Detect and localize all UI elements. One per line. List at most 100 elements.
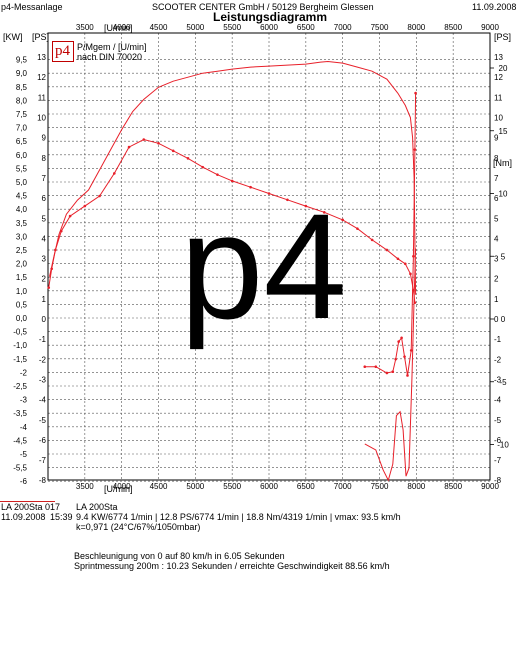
kw-tick-label: 8,5 [16,83,28,92]
kw-tick-label: -3 [20,396,28,405]
x-tick-label-top: 9000 [481,23,499,32]
kw-tick-label: -3,5 [13,409,27,418]
series-marker-1 [249,185,252,189]
ps-tick-label-right: -2 [494,355,502,364]
series-marker-1 [304,204,308,208]
series-marker-1 [201,165,204,169]
ps-tick-label-left: 10 [37,114,46,123]
ps-tick-label-left: -7 [39,456,47,465]
run-label: LA 200Sta 017 [1,502,61,512]
ps-tick-label-right: -5 [494,416,502,425]
ps-unit-label-left: [PS] [32,32,50,42]
kw-tick-label: 6,0 [16,151,28,160]
nm-tick-label: 10 [499,190,508,199]
kw-tick-label: 3,0 [16,232,28,241]
kw-tick-label: -5,5 [13,464,27,473]
nm-unit-label: [Nm] [493,158,512,168]
run-date: 11.09.2008 [1,512,46,522]
kw-tick-label: 0,0 [16,314,28,323]
kw-tick-label: 0,5 [16,300,28,309]
series-marker-2 [413,148,417,151]
x-tick-label-bottom: 3500 [76,482,94,491]
nm-tick-label: 0 [501,315,506,324]
ps-tick-label-left: -5 [39,416,47,425]
x-tick-label-bottom: 6000 [260,482,278,491]
kw-tick-label: -5 [20,450,28,459]
series-marker-2 [394,357,398,361]
tick-labels: 3500350040004000450045005000500055005500… [13,23,509,491]
ps-tick-label-left: 11 [38,93,47,102]
series-marker-1 [286,198,289,202]
ps-tick-label-left: -4 [39,396,47,405]
ps-tick-label-right: 3 [494,255,499,264]
x-tick-label-bottom: 5500 [223,482,241,491]
kw-tick-label: -1,0 [13,341,27,350]
series-marker-1 [142,138,146,141]
p4-logo-box: p4 [52,41,74,62]
kw-tick-label: 4,0 [16,205,28,214]
kw-tick-label: 9,0 [16,69,28,78]
series-marker-1 [186,157,190,160]
ps-tick-label-right: 11 [494,93,503,102]
x-tick-label-top: 7500 [371,23,389,32]
data-series [47,60,417,482]
chart-title: Leistungsdiagramm [213,10,328,24]
series-marker-1 [322,211,326,214]
ps-tick-label-left: 12 [37,73,46,82]
series-marker-1 [267,192,271,195]
kw-tick-label: 1,0 [16,287,28,296]
series-marker-2 [385,371,389,375]
kw-tick-label: -4 [20,423,28,432]
ps-tick-label-left: -3 [39,375,47,384]
ps-tick-label-right: 4 [494,234,499,243]
series-marker-1 [216,173,219,176]
x-tick-label-top: 6500 [297,23,315,32]
series-marker-1 [396,257,400,261]
series-marker-2 [403,355,406,358]
kw-tick-label: 2,5 [16,246,28,255]
ps-tick-label-left: 6 [42,194,47,203]
kw-tick-label: 2,0 [16,260,28,269]
nm-tick-label: 5 [501,252,506,261]
series-marker-2 [400,336,403,340]
nm-tick-label: -5 [499,378,507,387]
kw-tick-label: 7,5 [16,110,28,119]
correction-factor: k=0,971 (24°C/67%/1050mbar) [76,522,201,532]
ps-tick-label-right: -7 [494,456,502,465]
series-marker-1 [403,262,407,266]
series-marker-1 [171,149,175,153]
nm-tick-label: 15 [499,127,508,136]
series-marker-1 [54,248,57,252]
ps-tick-label-left: 4 [42,234,47,243]
ps-tick-label-right: -8 [494,476,502,485]
x-tick-label-bottom: 7000 [334,482,352,491]
x-tick-label-bottom: 4500 [150,482,168,491]
ps-tick-label-right: 7 [494,174,499,183]
x-tick-label-bottom: 8000 [407,482,425,491]
p4-logo: p4 [55,43,70,59]
series-marker-2 [409,349,413,352]
series-marker-2 [414,91,417,95]
nm-tick-label: 20 [499,64,508,73]
ps-tick-label-left: -8 [39,476,47,485]
run-color-swatch [0,501,55,502]
series-marker-2 [374,365,378,368]
run-stats: 9.4 KW/6774 1/min | 12.8 PS/6774 1/min |… [76,512,401,522]
series-marker-1 [113,172,116,175]
series-marker-1 [83,204,87,208]
x-tick-label-bottom: 8500 [444,482,462,491]
software-name: p4-Messanlage [1,2,63,12]
ps-tick-label-right: -6 [494,436,502,445]
acceleration-result: Beschleunigung von 0 auf 80 km/h in 6.05… [74,551,285,561]
watermark-text: p4 [180,182,347,350]
kw-tick-label: 1,5 [16,273,28,282]
series-marker-1 [127,145,131,149]
x-tick-label-top: 4500 [150,23,168,32]
series-marker-1 [341,218,344,222]
ps-tick-label-right: 12 [494,73,503,82]
series-marker-2 [363,365,367,368]
kw-tick-label: 3,5 [16,219,28,228]
x-tick-label-top: 4000 [113,23,131,32]
header-date: 11.09.2008 [472,2,517,12]
